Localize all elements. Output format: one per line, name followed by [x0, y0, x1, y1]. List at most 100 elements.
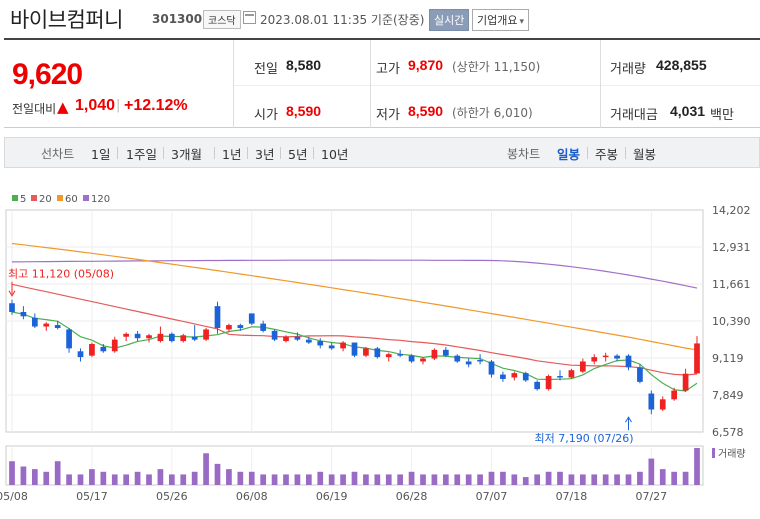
candle-body	[305, 339, 312, 343]
candle-weekly[interactable]: 주봉	[595, 147, 619, 162]
candle-body	[271, 330, 278, 340]
volume-bar	[671, 471, 678, 485]
candle-body	[248, 313, 255, 324]
candle-body	[488, 361, 495, 375]
volume-label: 거래량	[610, 62, 646, 77]
row-divider	[234, 85, 760, 86]
volume-bar	[351, 471, 358, 485]
volume-bar	[534, 474, 541, 485]
price-chart[interactable]: 14,202 12,931 11,661 10,390 9,119 7,849 6,578 0…	[0, 178, 760, 515]
volume-bar	[648, 458, 655, 485]
open-value: 8,590	[286, 103, 322, 119]
x-tick-label: 07/07	[476, 490, 508, 503]
legend-swatch	[31, 195, 37, 201]
volume-bar	[260, 474, 267, 485]
candle-body	[191, 336, 198, 340]
candle-body	[134, 333, 141, 339]
candle-body	[557, 376, 563, 378]
amount-label: 거래대금	[610, 108, 658, 123]
candle-body	[568, 370, 575, 378]
candle-body	[54, 325, 61, 328]
legend-swatch	[83, 195, 89, 201]
candle-body	[431, 349, 438, 359]
y-tick-label: 11,661	[712, 278, 751, 291]
legend-label: 120	[91, 194, 110, 205]
volume-bar	[294, 474, 301, 485]
candle-body	[111, 339, 118, 352]
period-3year[interactable]: 3년	[255, 147, 275, 162]
candle-body	[20, 311, 27, 317]
period-1day[interactable]: 1일	[91, 147, 111, 162]
sep	[625, 147, 626, 159]
candle-monthly[interactable]: 월봉	[633, 147, 657, 162]
candle-body	[534, 381, 541, 390]
company-overview-button[interactable]: 기업개요 ▾	[472, 9, 530, 31]
candle-daily[interactable]: 일봉	[557, 147, 581, 162]
volume-bar	[305, 474, 312, 485]
period-1year[interactable]: 1년	[222, 147, 242, 162]
candle-body	[100, 346, 107, 352]
price-box: 9,620 전일대비 ▲ 1,040 | +12.12%	[4, 40, 234, 128]
volume-bar	[248, 471, 255, 485]
period-5year[interactable]: 5년	[288, 147, 308, 162]
sep	[163, 147, 164, 159]
y-tick-label: 9,119	[712, 352, 744, 365]
candle-body	[351, 342, 358, 356]
change-separator: |	[116, 98, 121, 113]
candle-body	[9, 303, 15, 312]
prev-close-value: 8,580	[286, 57, 322, 73]
x-tick-label: 06/28	[396, 490, 428, 503]
candle-body	[328, 345, 335, 349]
volume-bar	[328, 474, 335, 485]
candle-body	[477, 360, 483, 362]
period-10year[interactable]: 10년	[321, 147, 349, 162]
volume-bar	[111, 474, 118, 485]
candle-body	[671, 390, 678, 400]
quote-panel: 9,620 전일대비 ▲ 1,040 | +12.12% 전일 8,580 시가…	[4, 38, 760, 128]
y-tick-label: 7,849	[712, 389, 744, 402]
period-1week[interactable]: 1주일	[126, 147, 157, 162]
volume-bar	[203, 453, 209, 485]
legend-label: 20	[39, 194, 52, 205]
candle-body	[522, 373, 529, 381]
volume-bar	[682, 471, 689, 485]
volume-bar	[54, 461, 61, 485]
volume-bar	[431, 474, 438, 485]
sep	[117, 147, 118, 159]
change-percent: +12.12%	[124, 97, 188, 114]
chevron-down-icon: ▾	[519, 17, 525, 27]
legend-label: 5	[20, 194, 26, 205]
candle-body	[226, 325, 232, 330]
amount-value: 4,031	[670, 103, 706, 119]
line-chart-label: 선차트	[41, 147, 75, 161]
volume-bar	[420, 474, 426, 485]
candle-body	[146, 335, 152, 339]
ma60-line	[11, 242, 698, 351]
volume-bar	[442, 474, 449, 485]
realtime-button[interactable]: 실시간	[429, 9, 470, 31]
candle-body	[77, 351, 84, 358]
volume-value: 428,855	[656, 57, 707, 73]
volume-bar	[488, 471, 495, 485]
high-annotation-label: 최고 11,120 (05/08)	[8, 268, 114, 281]
sep	[214, 147, 215, 159]
prev-close-label: 전일	[254, 62, 278, 77]
y-tick-label: 10,390	[712, 315, 751, 328]
period-3month[interactable]: 3개월	[171, 147, 202, 162]
sep	[313, 147, 314, 159]
amount-unit: 백만	[710, 108, 734, 123]
quote-datetime: 2023.08.01 11:35 기준(장중)	[260, 13, 425, 27]
volume-bar	[408, 471, 415, 485]
volume-bar	[100, 471, 107, 485]
volume-bar	[43, 471, 50, 485]
volume-bar	[134, 471, 141, 485]
candle-body	[408, 355, 415, 362]
volume-bar	[157, 469, 164, 485]
stock-code: 301300	[152, 12, 203, 26]
sep	[247, 147, 248, 159]
volume-bar	[168, 474, 175, 485]
candle-body	[602, 355, 609, 358]
candle-body	[203, 329, 209, 340]
candle-body	[294, 336, 301, 340]
candle-body	[385, 354, 392, 358]
